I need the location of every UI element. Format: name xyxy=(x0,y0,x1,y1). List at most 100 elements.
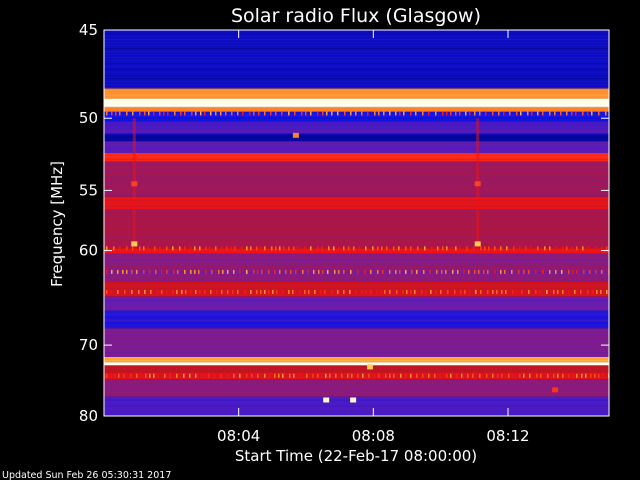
band-texture-line xyxy=(104,208,609,210)
streak-mark xyxy=(549,246,551,251)
streak-mark xyxy=(115,111,117,116)
band-3 xyxy=(104,106,609,112)
streak-mark xyxy=(606,246,608,251)
band-texture-line xyxy=(104,188,609,190)
band-texture-line xyxy=(104,368,609,370)
streak-mark xyxy=(299,289,301,294)
streak-mark xyxy=(234,246,236,251)
streak-mark xyxy=(184,111,186,116)
band-texture-line xyxy=(104,388,609,390)
streak-mark xyxy=(246,373,248,378)
streak-mark xyxy=(326,111,328,116)
streak-mark xyxy=(372,246,374,251)
streak-mark xyxy=(237,111,239,116)
band-texture-line xyxy=(104,328,609,330)
streak-mark xyxy=(321,373,323,378)
streak-mark xyxy=(445,269,447,274)
band-texture-line xyxy=(104,310,609,312)
streak-mark xyxy=(572,373,574,378)
streak-mark xyxy=(395,111,397,116)
streak-mark xyxy=(209,246,211,251)
streak-mark xyxy=(111,111,113,116)
streak-mark xyxy=(547,373,549,378)
band-texture-line xyxy=(104,87,609,88)
streak-mark xyxy=(279,246,281,251)
band-texture-line xyxy=(104,147,609,149)
streak-mark xyxy=(161,289,163,294)
band-texture-line xyxy=(104,209,609,211)
band-texture-line xyxy=(104,394,609,396)
streak-mark xyxy=(557,373,559,378)
streak-mark xyxy=(136,269,138,274)
streak-mark xyxy=(113,246,115,251)
band-texture-line xyxy=(104,156,609,158)
band-texture-line xyxy=(104,42,609,43)
streak-mark xyxy=(313,269,315,274)
band-texture-line xyxy=(104,405,609,407)
streak-mark xyxy=(478,269,480,274)
streak-mark xyxy=(204,111,206,116)
streak-mark xyxy=(447,289,449,294)
streak-mark xyxy=(176,289,178,294)
streak-mark xyxy=(494,246,496,251)
streak-mark xyxy=(509,111,511,116)
streak-mark xyxy=(225,111,227,116)
streak-mark xyxy=(527,111,529,116)
streak-mark xyxy=(195,373,197,378)
band-9 xyxy=(104,161,609,197)
streak-mark xyxy=(271,246,273,251)
streak-mark xyxy=(220,111,222,116)
streak-mark xyxy=(480,289,482,294)
band-22 xyxy=(104,379,609,397)
band-texture-line xyxy=(104,236,609,238)
streak-mark xyxy=(355,289,357,294)
streak-mark xyxy=(405,246,407,251)
streak-mark xyxy=(239,269,241,274)
band-texture-line xyxy=(104,265,609,267)
streak-mark xyxy=(110,373,112,378)
streak-mark xyxy=(324,289,326,294)
streak-mark xyxy=(430,289,432,294)
streak-mark xyxy=(264,246,266,251)
streak-mark xyxy=(393,373,395,378)
streak-mark xyxy=(562,246,564,251)
band-texture-line xyxy=(104,218,609,220)
streak-mark xyxy=(210,111,212,116)
band-texture-line xyxy=(104,39,609,40)
streak-mark xyxy=(500,269,502,274)
streak-mark xyxy=(337,111,339,116)
streak-mark xyxy=(378,373,380,378)
band-texture-line xyxy=(104,305,609,307)
streak-mark xyxy=(576,373,578,378)
streak-mark xyxy=(260,289,262,294)
streak-mark xyxy=(487,289,489,294)
streak-mark xyxy=(288,289,290,294)
streak-mark xyxy=(463,269,465,274)
streak-mark xyxy=(114,373,116,378)
band-texture-line xyxy=(104,322,609,324)
band-texture-line xyxy=(104,268,609,270)
streak-mark xyxy=(465,111,467,116)
streak-mark xyxy=(555,246,557,251)
streak-mark xyxy=(601,269,603,274)
streak-mark xyxy=(210,289,212,294)
band-texture-line xyxy=(104,121,609,123)
streak-mark xyxy=(183,373,185,378)
band-texture-line xyxy=(104,343,609,345)
band-texture-line xyxy=(104,375,609,377)
streak-mark xyxy=(503,111,505,116)
band-texture-line xyxy=(104,259,609,261)
streak-mark xyxy=(117,269,119,274)
hot-spot xyxy=(474,241,481,247)
streak-mark xyxy=(553,373,555,378)
streak-mark xyxy=(166,289,168,294)
band-texture-line xyxy=(104,179,609,181)
streak-mark xyxy=(157,289,159,294)
streak-mark xyxy=(268,269,270,274)
band-texture-line xyxy=(104,139,609,141)
y-tick-label: 80 xyxy=(79,407,98,425)
streak-mark xyxy=(492,289,494,294)
streak-mark xyxy=(410,111,412,116)
streak-mark xyxy=(384,289,386,294)
streak-mark xyxy=(167,111,169,116)
